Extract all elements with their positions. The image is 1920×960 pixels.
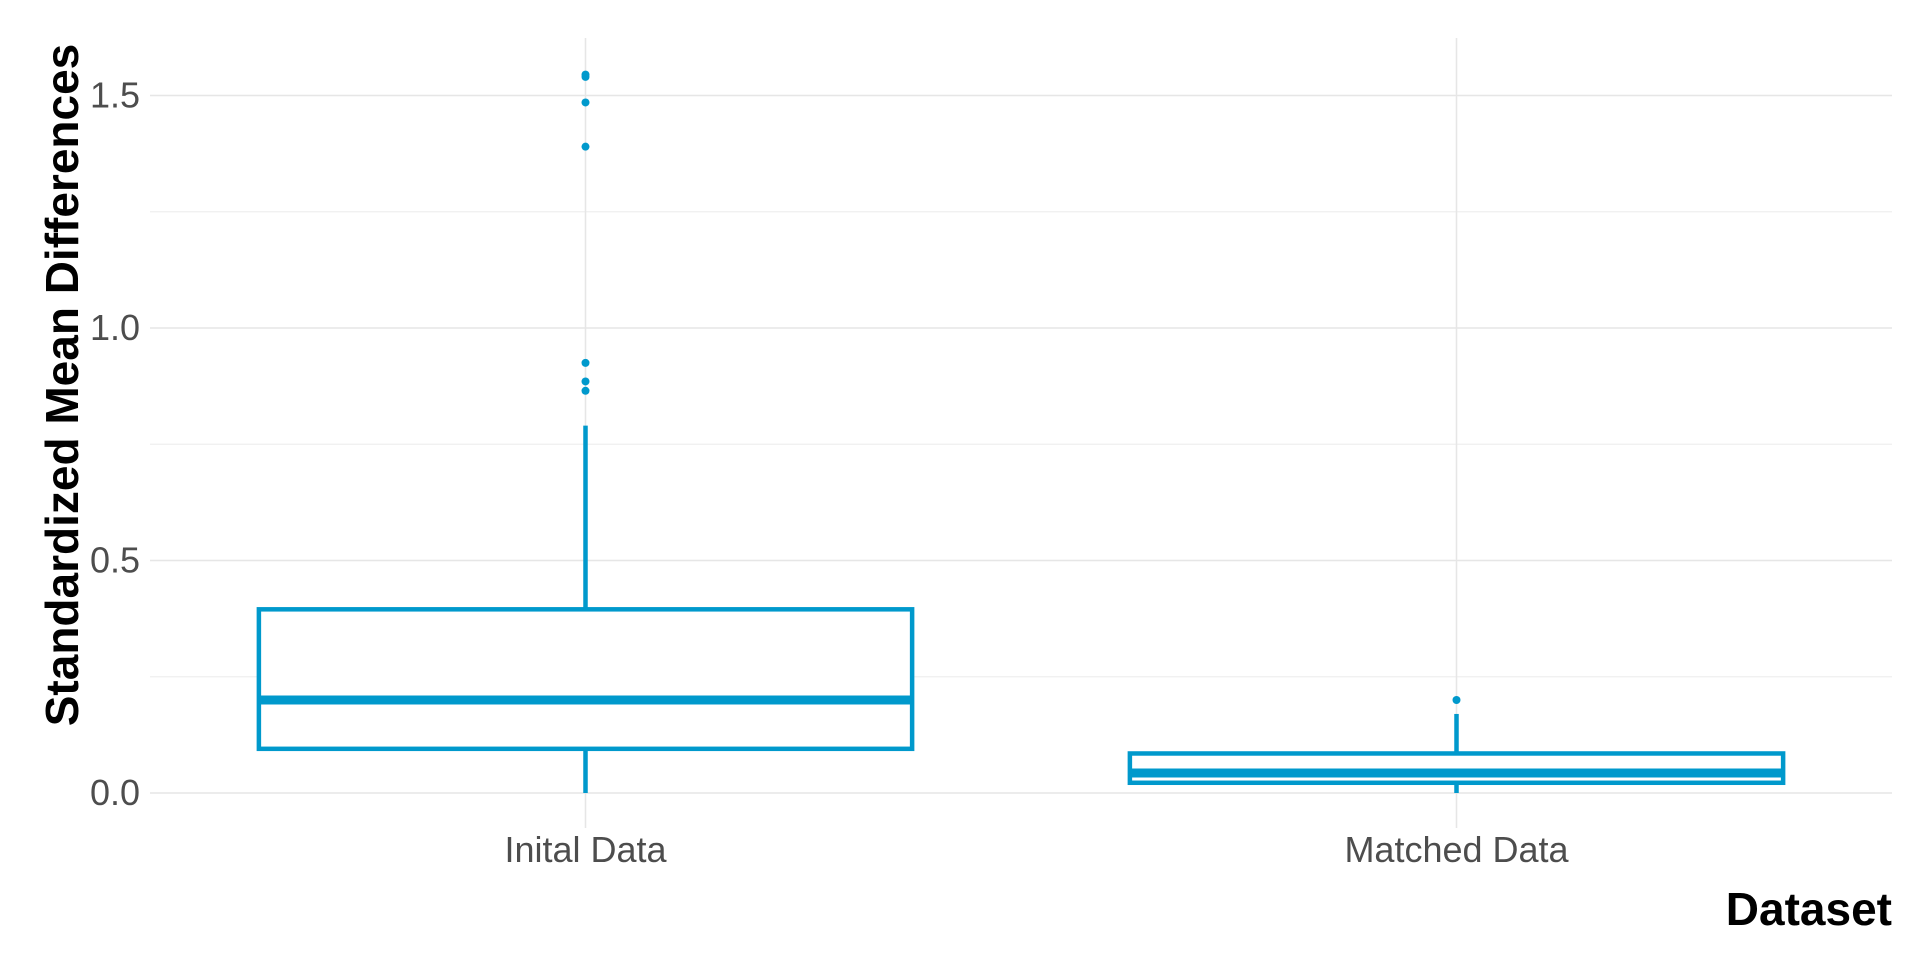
x-axis-title: Dataset (1726, 883, 1892, 935)
tick-labels-layer: 0.0 0.5 1.0 1.5 Inital Data Matched Data (90, 75, 1570, 871)
outlier-point (581, 142, 590, 151)
marks-layer (256, 70, 1786, 793)
box-group (1127, 696, 1786, 793)
outlier-point (581, 377, 590, 386)
y-tick-label: 0.5 (90, 540, 140, 581)
y-axis-title: Standardized Mean Differences (36, 44, 88, 727)
y-tick-label: 0.0 (90, 772, 140, 813)
outlier-point (581, 386, 590, 395)
outlier-point (581, 358, 590, 367)
box-iqr (256, 607, 915, 752)
grid-layer (150, 38, 1892, 828)
x-tick-label: Matched Data (1344, 829, 1569, 870)
y-tick-label: 1.5 (90, 75, 140, 116)
x-tick-label: Inital Data (504, 829, 667, 870)
box-iqr (1127, 751, 1786, 786)
outlier-point (581, 70, 590, 79)
outlier-point (581, 98, 590, 107)
outlier-point (1452, 696, 1461, 704)
y-tick-label: 1.0 (90, 307, 140, 348)
box-group (256, 70, 915, 793)
